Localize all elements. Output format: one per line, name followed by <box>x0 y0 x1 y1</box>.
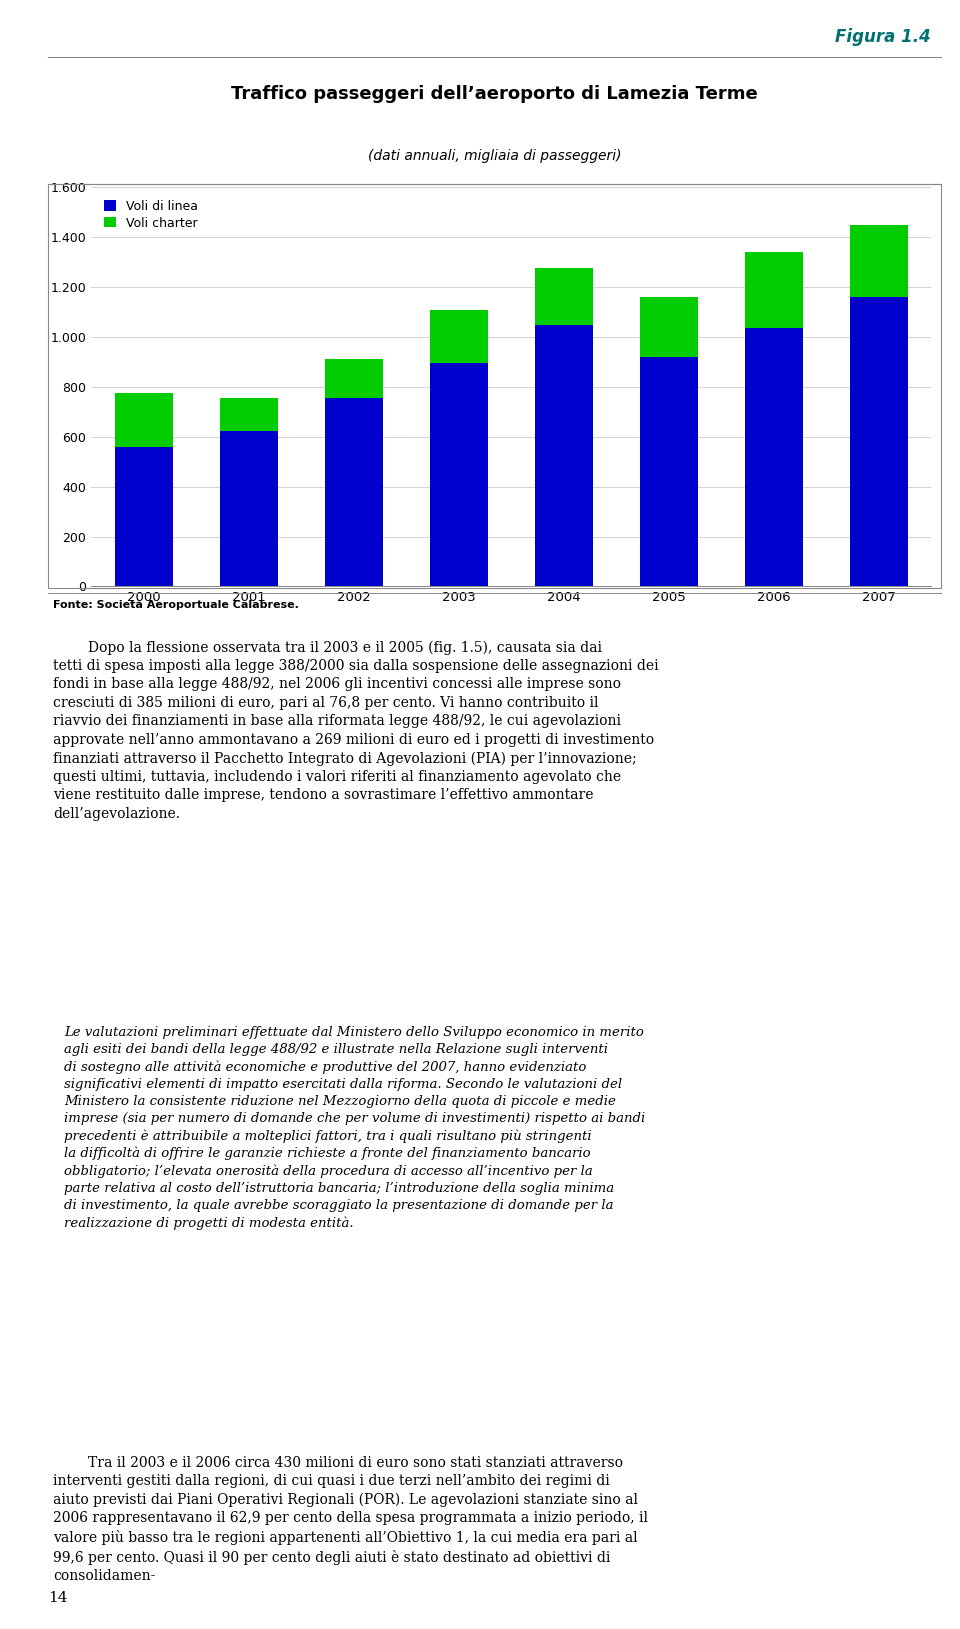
Bar <box>220 397 277 430</box>
Bar <box>639 296 698 357</box>
Bar <box>745 329 803 586</box>
Bar <box>850 225 907 296</box>
Bar <box>324 360 383 397</box>
Bar <box>639 357 698 586</box>
Bar <box>115 393 173 446</box>
Bar <box>430 310 488 363</box>
Bar <box>535 324 592 586</box>
Bar <box>535 269 592 324</box>
Bar <box>115 446 173 586</box>
Bar <box>220 430 277 586</box>
Text: Dopo la flessione osservata tra il 2003 e il 2005 (fig. 1.5), causata sia dai
te: Dopo la flessione osservata tra il 2003 … <box>53 640 659 821</box>
Text: Figura 1.4: Figura 1.4 <box>835 28 931 46</box>
Legend: Voli di linea, Voli charter: Voli di linea, Voli charter <box>98 194 204 236</box>
Bar <box>430 363 488 586</box>
Text: Fonte: Società Aeroportuale Calabrese.: Fonte: Società Aeroportuale Calabrese. <box>53 599 299 609</box>
Bar <box>745 252 803 329</box>
Text: 14: 14 <box>48 1590 67 1605</box>
Bar <box>850 296 907 586</box>
Text: Le valutazioni preliminari effettuate dal Ministero dello Sviluppo economico in : Le valutazioni preliminari effettuate da… <box>64 1026 645 1230</box>
Text: Tra il 2003 e il 2006 circa 430 milioni di euro sono stati stanziati attraverso
: Tra il 2003 e il 2006 circa 430 milioni … <box>53 1456 648 1583</box>
Text: (dati annuali, migliaia di passeggeri): (dati annuali, migliaia di passeggeri) <box>368 148 621 163</box>
Text: Traffico passeggeri dell’aeroporto di Lamezia Terme: Traffico passeggeri dell’aeroporto di La… <box>231 85 757 104</box>
Bar <box>324 397 383 586</box>
